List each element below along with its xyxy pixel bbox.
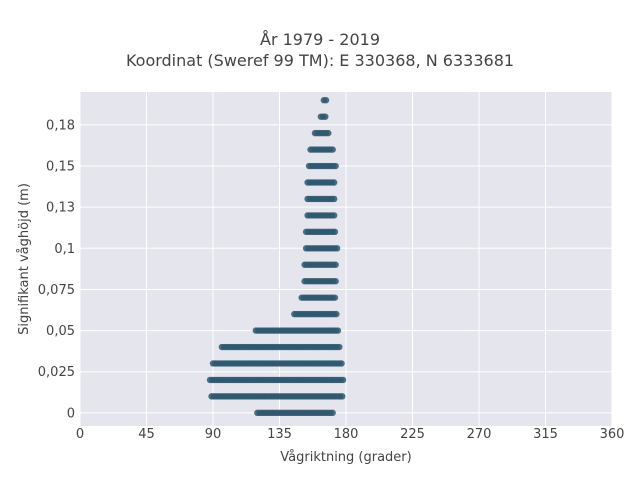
data-point [322, 97, 330, 104]
chart-subtitle: Koordinat (Sweref 99 TM): E 330368, N 63… [125, 51, 515, 70]
x-tick-label: 90 [205, 427, 222, 442]
chart-title: År 1979 - 2019 [260, 30, 380, 49]
data-point [331, 228, 339, 236]
data-points [206, 97, 347, 417]
data-point [334, 327, 342, 334]
y-tick-label: 0,05 [46, 324, 75, 339]
x-tick-label: 135 [267, 427, 292, 442]
x-tick-label: 270 [467, 427, 492, 442]
data-point [329, 409, 336, 417]
x-tick-label: 180 [334, 427, 359, 442]
y-tick-label: 0,1 [54, 242, 75, 257]
x-tick-label: 0 [76, 427, 84, 442]
data-point [332, 261, 339, 268]
data-point [330, 179, 338, 186]
data-point [333, 310, 340, 318]
data-point [331, 294, 339, 301]
x-tick-label: 225 [400, 427, 425, 442]
y-tick-label: 0,18 [46, 118, 75, 133]
x-axis-ticks: 0 45 90 135 180 225 270 315 360 [76, 427, 625, 442]
data-point [330, 195, 338, 203]
data-point [329, 146, 336, 153]
x-tick-label: 315 [533, 427, 558, 442]
x-tick-label: 45 [138, 427, 155, 442]
gridlines [79, 92, 613, 426]
y-axis-ticks: 0 0,025 0,05 0,075 0,1 0,13 0,15 0,18 [38, 118, 75, 421]
y-tick-label: 0,075 [38, 283, 75, 298]
data-point [336, 343, 343, 351]
data-point [339, 376, 347, 384]
data-point [332, 278, 339, 285]
x-axis-title: Vågriktning (grader) [280, 450, 411, 465]
y-tick-label: 0,025 [38, 365, 75, 380]
data-point [332, 162, 339, 170]
data-point [325, 129, 332, 137]
y-tick-label: 0,13 [46, 201, 75, 216]
x-tick-label: 360 [600, 427, 625, 442]
data-point [339, 393, 346, 400]
data-point [322, 113, 329, 120]
data-point [330, 212, 338, 219]
y-tick-label: 0,15 [46, 160, 75, 175]
y-tick-label: 0 [67, 406, 75, 421]
data-point [333, 245, 341, 252]
data-point [338, 360, 345, 367]
y-axis-title: Signifikant våghöjd (m) [17, 183, 32, 335]
